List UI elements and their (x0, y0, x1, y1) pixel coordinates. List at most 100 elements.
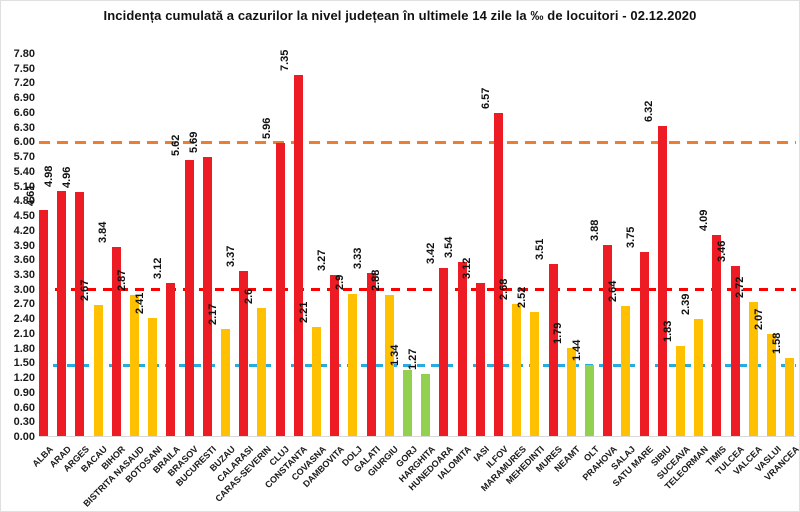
bar-value-label: 4.09 (697, 209, 710, 232)
chart-title: Incidența cumulată a cazurilor la nivel … (103, 8, 697, 23)
bar-constanta (293, 75, 303, 436)
y-tick-label: 3.30 (13, 268, 35, 281)
bar-value-label: 4.61 (24, 184, 37, 206)
y-tick-label: 2.10 (13, 327, 35, 340)
bar-mures (548, 263, 558, 436)
y-tick-label: 3.60 (13, 254, 35, 267)
threshold-line-1.45 (39, 364, 796, 368)
y-tick-label: 2.70 (13, 298, 35, 311)
bar-value-label: 2.67 (79, 279, 92, 301)
bar-alba (39, 209, 48, 436)
bar-mehedinti (530, 312, 540, 436)
bar-value-label: 1.83 (661, 320, 674, 343)
bar-value-label: 3.84 (97, 222, 110, 244)
y-tick-label: 6.90 (13, 92, 35, 105)
bar-olt (585, 365, 594, 436)
bar-hunedoara (439, 268, 449, 436)
bar-arad (57, 191, 67, 436)
bar-value-label: 6.57 (479, 87, 492, 110)
bar-ilfov (494, 113, 503, 436)
y-tick-label: 1.20 (13, 372, 35, 385)
y-tick-label: 7.50 (13, 62, 35, 75)
bar-value-label: 3.54 (443, 236, 456, 259)
bar-dolj (348, 293, 358, 436)
bar-value-label: 2.87 (115, 269, 128, 292)
bar-value-label: 2.68 (497, 278, 510, 301)
threshold-line-3.00 (39, 288, 796, 292)
bar-satu-mare (639, 251, 649, 436)
bar-bihor (111, 247, 121, 436)
bar-value-label: 2.52 (515, 286, 528, 309)
y-tick-label: 4.50 (13, 210, 35, 223)
bar-sibiu (657, 125, 667, 436)
bar-bistrita-nasaud (130, 295, 139, 436)
y-tick-label: 4.20 (13, 224, 35, 237)
bar-value-label: 3.75 (625, 226, 638, 248)
bar-value-label: 3.88 (588, 220, 601, 242)
y-tick-label: 0.60 (13, 401, 35, 414)
bar-value-label: 2.64 (606, 280, 619, 303)
y-tick-label: 2.40 (13, 313, 35, 326)
bar-value-label: 2.9 (333, 274, 346, 290)
bar-value-label: 6.32 (643, 100, 656, 122)
y-tick-label: 5.70 (13, 151, 35, 164)
bar-value-label: 2.41 (133, 292, 146, 314)
bar-botosani (148, 317, 158, 436)
bar-galati (366, 272, 376, 436)
bar-gorj (403, 370, 412, 436)
bar-buzau (221, 329, 230, 436)
bar-value-label: 1.27 (406, 348, 419, 370)
bar-brasov (184, 160, 194, 436)
bar-value-label: 2.21 (297, 302, 310, 324)
bar-value-label: 5.96 (261, 117, 274, 140)
y-tick-label: 0.30 (13, 416, 35, 429)
y-tick-label: 0.00 (13, 431, 35, 443)
bar-salaj (621, 306, 631, 436)
bar-value-label: 1.34 (388, 344, 401, 367)
bar-value-label: 3.27 (315, 250, 328, 272)
bar-value-label: 3.46 (716, 240, 729, 263)
bar-bacau (93, 304, 103, 436)
bar-giurgiu (384, 294, 394, 436)
bar-suceava (676, 346, 685, 436)
bar-value-label: 3.37 (224, 245, 237, 267)
threshold-line-6.00 (39, 140, 796, 144)
y-tick-label: 1.80 (13, 342, 35, 355)
bar-cluj (275, 143, 285, 436)
bar-caras-severin (257, 308, 267, 436)
bar-timis (712, 235, 722, 436)
bar-value-label: 3.12 (461, 257, 474, 279)
bar-maramures (512, 304, 522, 436)
bar-prahova (603, 245, 613, 436)
bar-braila (166, 282, 176, 436)
y-axis: 0.00 0.30 0.60 0.90 1.20 1.50 1.80 2.10 2.40 2.70… (1, 1, 37, 511)
bar-value-label: 2.6 (242, 289, 255, 305)
y-tick-label: 6.30 (13, 121, 35, 134)
y-tick-label: 7.20 (13, 77, 35, 90)
y-tick-label: 0.90 (13, 386, 35, 399)
bar-value-label: 5.69 (188, 131, 201, 153)
bar-value-label: 3.51 (534, 238, 547, 260)
y-tick-label: 6.60 (13, 106, 35, 119)
bar-value-label: 3.12 (151, 257, 164, 279)
bar-ialomita (457, 262, 467, 436)
bar-value-label: 1.58 (770, 333, 783, 355)
bar-covasna (312, 327, 321, 436)
bar-value-label: 1.79 (552, 322, 565, 345)
bar-dambovita (330, 275, 340, 436)
bar-value-label: 2.39 (679, 293, 692, 315)
plot-area: 4.61 ALBA 4.98 ARAD 4.96 ARGES 2.67 BACAU 3.84 BI… (25, 50, 800, 509)
bar-arges (75, 192, 85, 436)
y-tick-label: 6.00 (13, 136, 35, 149)
bar-tulcea (730, 266, 740, 436)
bar-bucuresti (202, 156, 212, 436)
bar-value-label: 4.96 (60, 167, 73, 189)
bar-value-label: 5.62 (170, 134, 183, 157)
bar-value-label: 3.33 (352, 247, 365, 269)
bar-value-label: 2.17 (206, 304, 219, 326)
bar-value-label: 4.98 (42, 166, 55, 188)
bar-value-label: 2.88 (370, 269, 383, 291)
bar-valcea (748, 302, 758, 436)
bar-teleorman (694, 318, 704, 436)
